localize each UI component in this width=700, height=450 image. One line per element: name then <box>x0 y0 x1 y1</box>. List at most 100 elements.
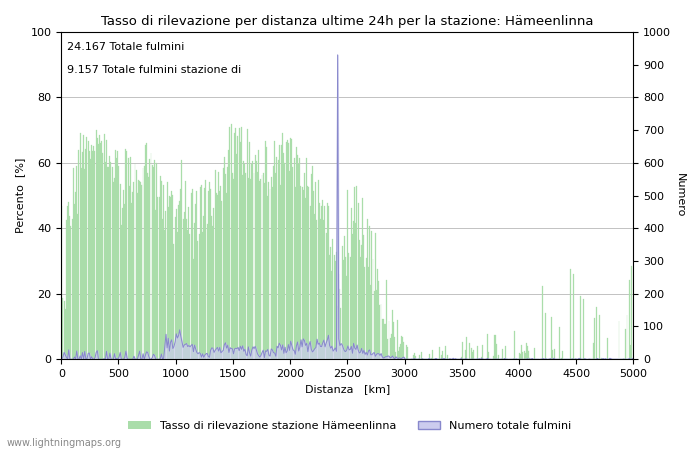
Bar <box>218 172 219 359</box>
Bar <box>403 342 405 359</box>
Title: Tasso di rilevazione per distanza ultime 24h per la stazione: Hämeenlinna: Tasso di rilevazione per distanza ultime… <box>101 15 594 28</box>
Bar <box>383 319 384 359</box>
Bar <box>131 203 132 359</box>
Bar <box>471 348 472 359</box>
Bar <box>320 219 321 359</box>
Bar <box>100 143 102 359</box>
Bar <box>76 166 77 359</box>
Bar <box>220 186 221 359</box>
Bar <box>607 338 608 359</box>
Bar <box>482 345 483 359</box>
Bar <box>122 208 123 359</box>
Bar <box>293 158 295 359</box>
Bar <box>246 129 248 359</box>
Bar <box>138 180 139 359</box>
Bar <box>528 351 529 359</box>
Bar <box>224 157 225 359</box>
Bar <box>356 186 358 359</box>
Bar <box>360 257 361 359</box>
Bar <box>583 299 584 359</box>
Bar <box>124 204 125 359</box>
Bar <box>400 344 401 359</box>
Bar <box>177 232 178 359</box>
Bar <box>347 190 349 359</box>
Bar <box>123 189 124 359</box>
Bar <box>625 329 626 359</box>
Bar <box>626 315 627 359</box>
Bar <box>542 286 543 359</box>
Bar <box>251 164 252 359</box>
Text: 24.167 Totale fulmini: 24.167 Totale fulmini <box>67 42 184 52</box>
Bar <box>287 140 288 359</box>
Bar <box>495 334 496 359</box>
Bar <box>240 142 241 359</box>
Bar <box>147 173 148 359</box>
Bar <box>332 239 333 359</box>
Bar <box>343 260 344 359</box>
Bar <box>149 159 150 359</box>
Bar <box>242 175 243 359</box>
Bar <box>384 324 385 359</box>
Bar <box>144 166 145 359</box>
Bar <box>183 212 185 359</box>
Bar <box>187 230 188 359</box>
Bar <box>279 145 280 359</box>
Bar <box>362 198 363 359</box>
Bar <box>447 355 448 359</box>
Bar <box>196 191 197 359</box>
Bar <box>154 160 155 359</box>
Bar <box>363 234 364 359</box>
Bar <box>225 174 226 359</box>
Bar <box>327 202 328 359</box>
Bar <box>121 225 122 359</box>
Bar <box>228 150 230 359</box>
Bar <box>230 124 232 359</box>
Bar <box>372 259 374 359</box>
Bar <box>206 224 208 359</box>
Bar <box>257 172 258 359</box>
Bar <box>314 214 315 359</box>
Bar <box>136 193 138 359</box>
Bar <box>344 236 345 359</box>
Bar <box>345 257 346 359</box>
Bar <box>235 128 236 359</box>
Bar <box>281 145 282 359</box>
Bar <box>353 221 354 359</box>
Bar <box>369 226 370 359</box>
Bar <box>520 354 521 359</box>
Bar <box>359 239 360 359</box>
Bar <box>249 142 250 359</box>
Bar <box>141 185 142 359</box>
Bar <box>158 197 160 359</box>
Bar <box>514 332 515 359</box>
Bar <box>164 230 165 359</box>
Bar <box>312 166 313 359</box>
Bar <box>395 352 396 359</box>
Bar <box>519 353 520 359</box>
Bar <box>127 158 129 359</box>
Bar <box>74 204 75 359</box>
Bar <box>132 192 133 359</box>
Bar <box>194 223 195 359</box>
Bar <box>93 146 95 359</box>
Bar <box>525 353 526 359</box>
Bar <box>419 355 421 359</box>
Bar <box>69 216 70 359</box>
Bar <box>209 182 210 359</box>
Bar <box>148 176 149 359</box>
Bar <box>394 338 395 359</box>
Bar <box>561 358 562 359</box>
Bar <box>334 255 335 359</box>
Bar <box>289 171 290 359</box>
Bar <box>179 201 180 359</box>
Bar <box>156 163 158 359</box>
Bar <box>385 324 386 359</box>
Bar <box>321 206 322 359</box>
Bar <box>328 207 329 359</box>
Bar <box>273 166 274 359</box>
Bar <box>265 141 266 359</box>
Text: 9.157 Totale fulmini stazione di: 9.157 Totale fulmini stazione di <box>67 65 242 75</box>
Bar <box>146 144 147 359</box>
Bar <box>262 173 264 359</box>
Bar <box>494 335 495 359</box>
